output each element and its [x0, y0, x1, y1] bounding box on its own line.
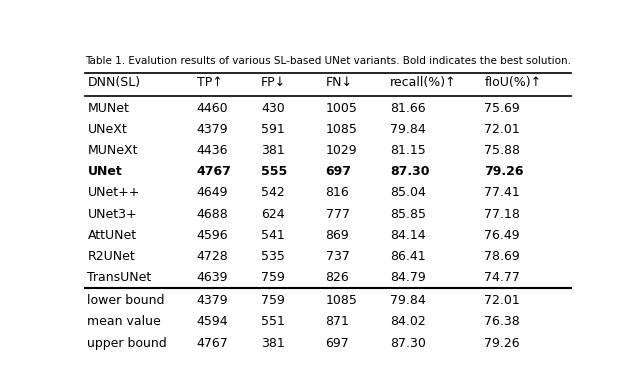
- Text: UNet3+: UNet3+: [88, 208, 137, 221]
- Text: R2UNet: R2UNet: [88, 250, 135, 263]
- Text: 737: 737: [326, 250, 349, 263]
- Text: 76.49: 76.49: [484, 229, 520, 242]
- Text: 542: 542: [261, 186, 285, 199]
- Text: 4728: 4728: [196, 250, 228, 263]
- Text: 78.69: 78.69: [484, 250, 520, 263]
- Text: 72.01: 72.01: [484, 123, 520, 136]
- Text: 697: 697: [326, 165, 351, 178]
- Text: MUNeXt: MUNeXt: [88, 144, 138, 157]
- Text: 430: 430: [261, 102, 285, 114]
- Text: 869: 869: [326, 229, 349, 242]
- Text: 75.88: 75.88: [484, 144, 520, 157]
- Text: fIoU(%)↑: fIoU(%)↑: [484, 76, 541, 89]
- Text: 85.04: 85.04: [390, 186, 426, 199]
- Text: 84.02: 84.02: [390, 315, 426, 329]
- Text: AttUNet: AttUNet: [88, 229, 136, 242]
- Text: upper bound: upper bound: [88, 337, 167, 350]
- Text: 381: 381: [261, 144, 285, 157]
- Text: 84.79: 84.79: [390, 271, 426, 284]
- Text: 77.18: 77.18: [484, 208, 520, 221]
- Text: 79.26: 79.26: [484, 337, 520, 350]
- Text: 84.14: 84.14: [390, 229, 426, 242]
- Text: 87.30: 87.30: [390, 165, 429, 178]
- Text: 591: 591: [261, 123, 285, 136]
- Text: 4649: 4649: [196, 186, 228, 199]
- Text: FP↓: FP↓: [261, 76, 286, 89]
- Text: 541: 541: [261, 229, 285, 242]
- Text: 4460: 4460: [196, 102, 228, 114]
- Text: 4688: 4688: [196, 208, 228, 221]
- Text: 4379: 4379: [196, 123, 228, 136]
- Text: 381: 381: [261, 337, 285, 350]
- Text: 1085: 1085: [326, 294, 357, 307]
- Text: MUNet: MUNet: [88, 102, 129, 114]
- Text: lower bound: lower bound: [88, 294, 165, 307]
- Text: recall(%)↑: recall(%)↑: [390, 76, 456, 89]
- Text: 871: 871: [326, 315, 349, 329]
- Text: UNet: UNet: [88, 165, 122, 178]
- Text: 75.69: 75.69: [484, 102, 520, 114]
- Text: 816: 816: [326, 186, 349, 199]
- Text: 79.84: 79.84: [390, 123, 426, 136]
- Text: 1085: 1085: [326, 123, 357, 136]
- Text: 777: 777: [326, 208, 349, 221]
- Text: mean value: mean value: [88, 315, 161, 329]
- Text: 76.38: 76.38: [484, 315, 520, 329]
- Text: FN↓: FN↓: [326, 76, 353, 89]
- Text: 81.15: 81.15: [390, 144, 426, 157]
- Text: TransUNet: TransUNet: [88, 271, 152, 284]
- Text: 86.41: 86.41: [390, 250, 426, 263]
- Text: 4379: 4379: [196, 294, 228, 307]
- Text: 551: 551: [261, 315, 285, 329]
- Text: 74.77: 74.77: [484, 271, 520, 284]
- Text: 697: 697: [326, 337, 349, 350]
- Text: 826: 826: [326, 271, 349, 284]
- Text: 759: 759: [261, 271, 285, 284]
- Text: 85.85: 85.85: [390, 208, 426, 221]
- Text: 1005: 1005: [326, 102, 357, 114]
- Text: 555: 555: [261, 165, 287, 178]
- Text: 535: 535: [261, 250, 285, 263]
- Text: 79.84: 79.84: [390, 294, 426, 307]
- Text: TP↑: TP↑: [196, 76, 222, 89]
- Text: 624: 624: [261, 208, 285, 221]
- Text: 1029: 1029: [326, 144, 357, 157]
- Text: UNeXt: UNeXt: [88, 123, 127, 136]
- Text: 77.41: 77.41: [484, 186, 520, 199]
- Text: 4639: 4639: [196, 271, 228, 284]
- Text: 4767: 4767: [196, 165, 232, 178]
- Text: DNN(SL): DNN(SL): [88, 76, 141, 89]
- Text: 81.66: 81.66: [390, 102, 426, 114]
- Text: UNet++: UNet++: [88, 186, 140, 199]
- Text: 79.26: 79.26: [484, 165, 524, 178]
- Text: Table 1. Evalution results of various SL-based UNet variants. Bold indicates the: Table 1. Evalution results of various SL…: [85, 55, 571, 66]
- Text: 759: 759: [261, 294, 285, 307]
- Text: 72.01: 72.01: [484, 294, 520, 307]
- Text: 4767: 4767: [196, 337, 228, 350]
- Text: 4594: 4594: [196, 315, 228, 329]
- Text: 4436: 4436: [196, 144, 228, 157]
- Text: 4596: 4596: [196, 229, 228, 242]
- Text: 87.30: 87.30: [390, 337, 426, 350]
